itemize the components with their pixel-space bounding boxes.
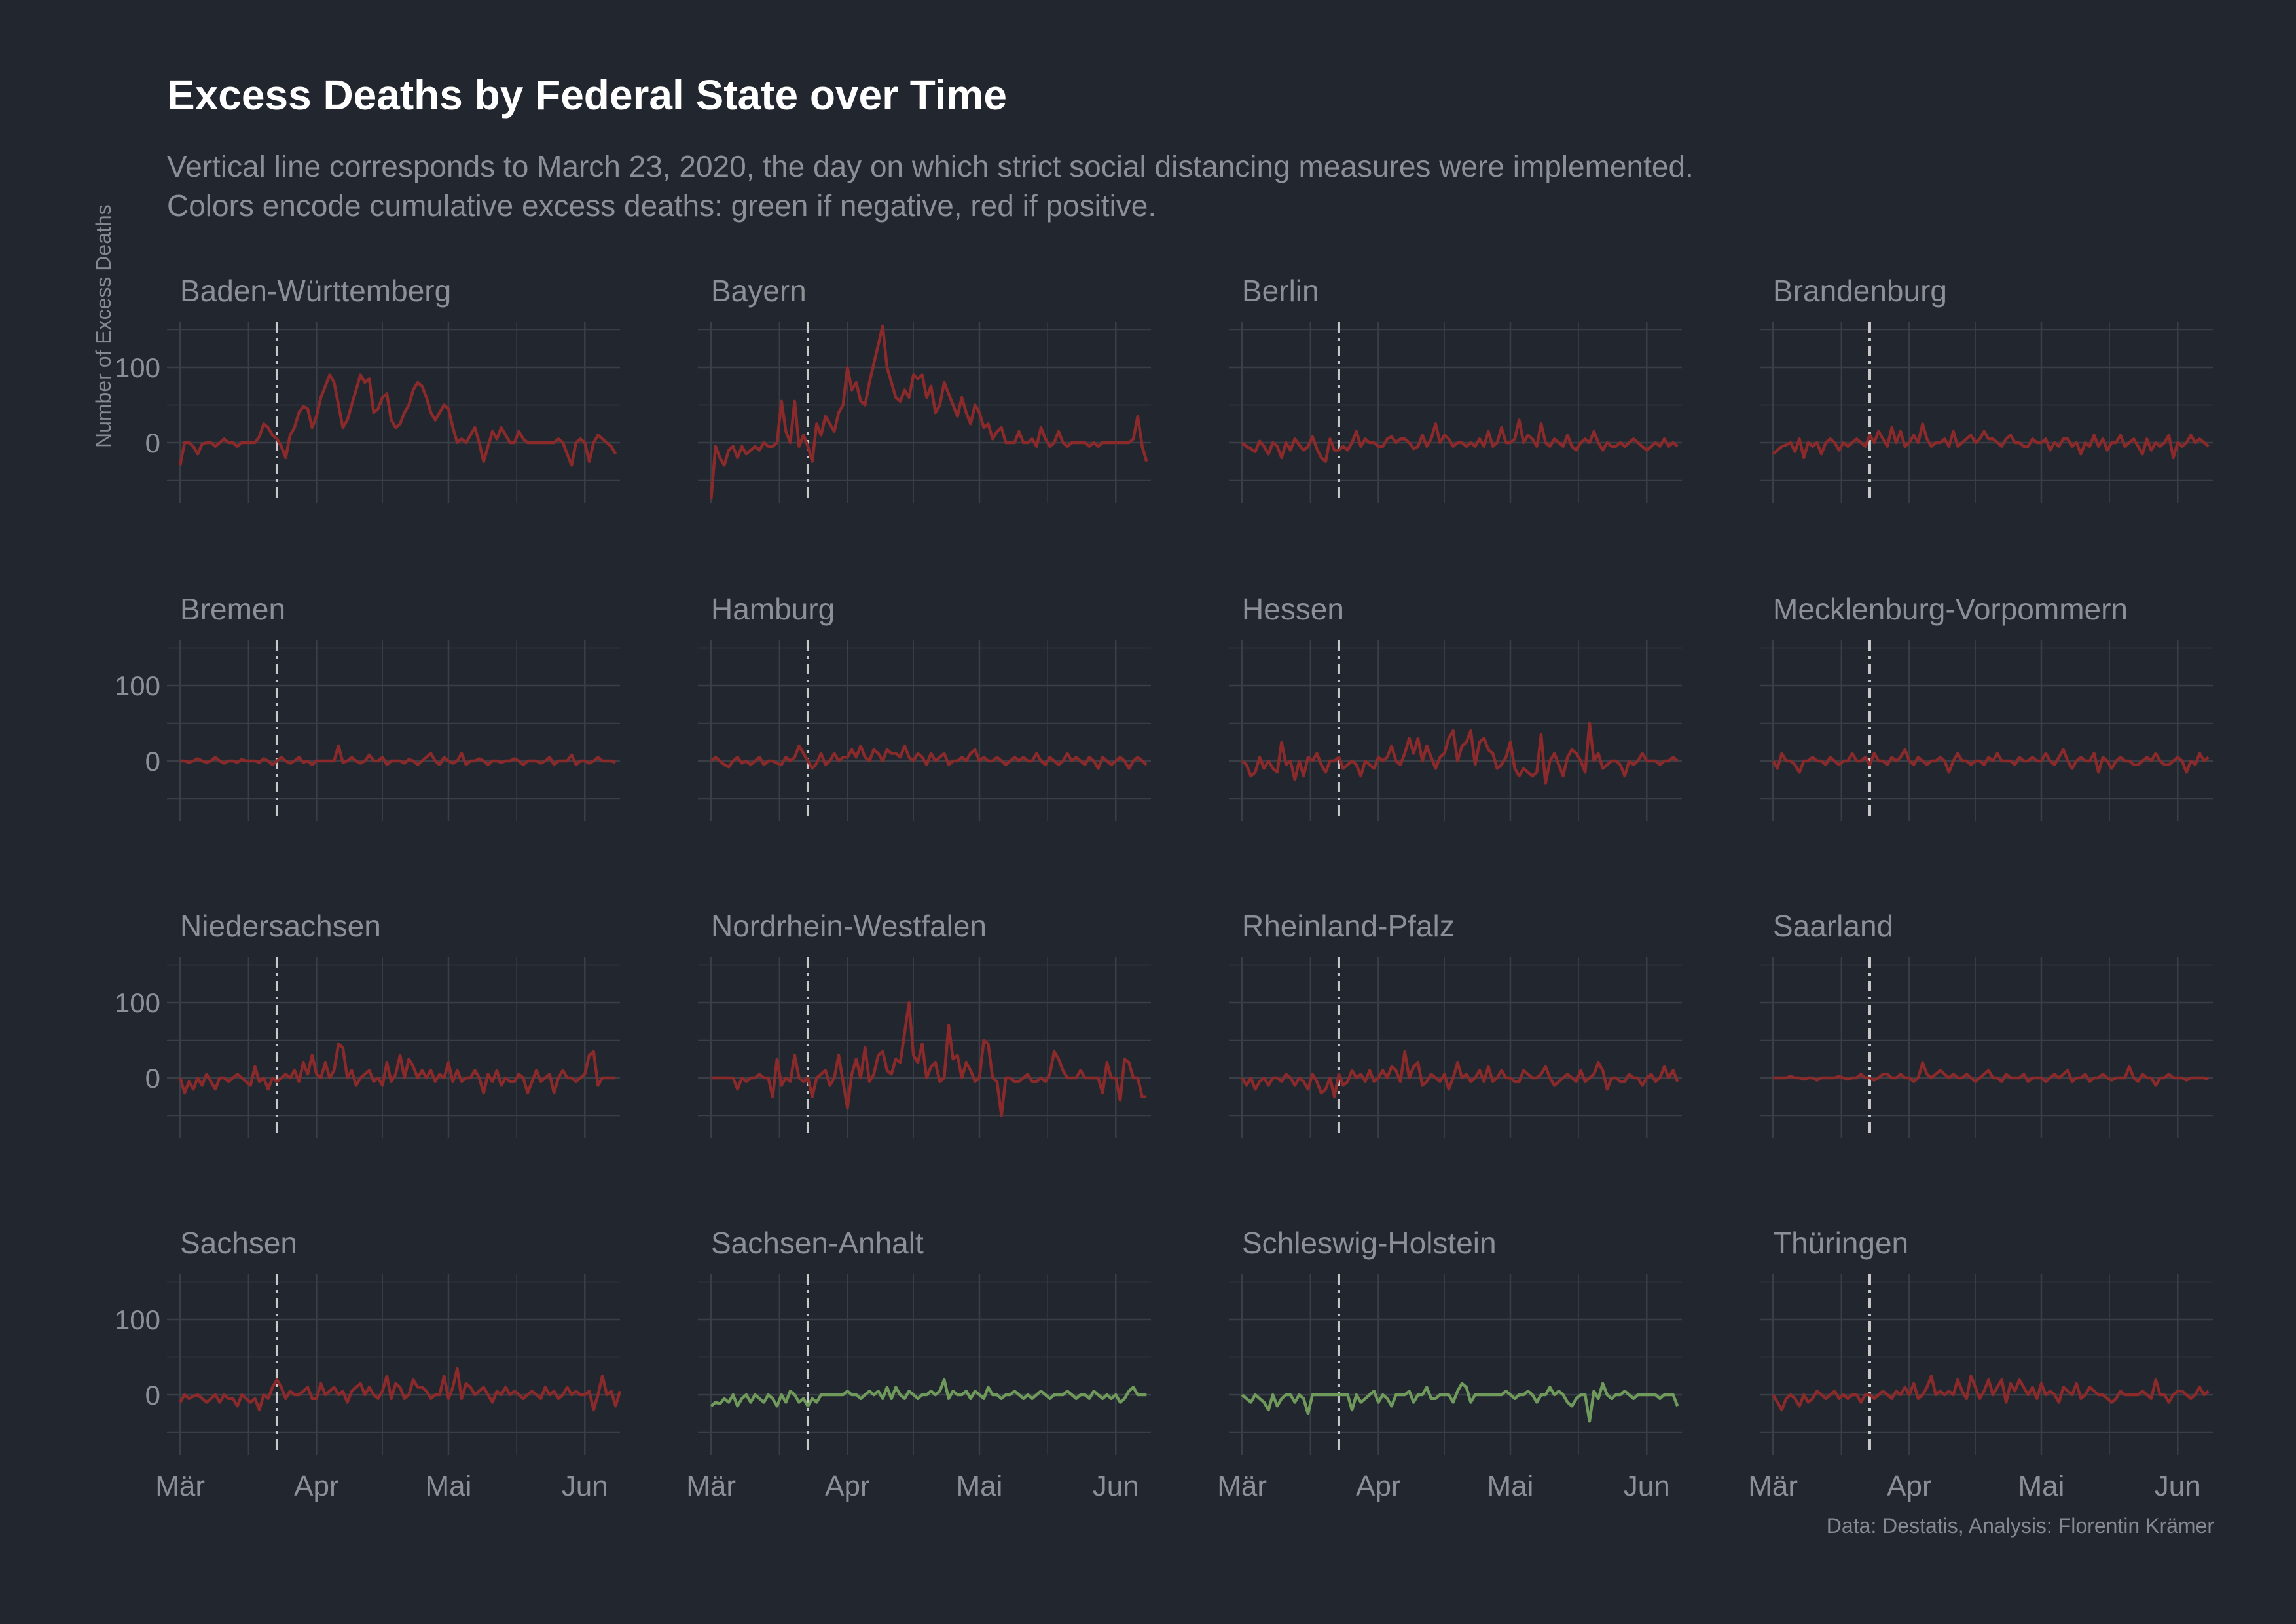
- facet-panel: Saarland: [1760, 909, 2213, 1138]
- facet-title: Sachsen-Anhalt: [711, 1226, 924, 1260]
- facet-title: Brandenburg: [1773, 274, 1947, 308]
- facet-title: Thüringen: [1773, 1226, 1908, 1260]
- x-tick-label: Jun: [562, 1470, 608, 1502]
- series-line: [710, 1378, 1147, 1408]
- x-tick-label: Mai: [2018, 1470, 2065, 1502]
- x-tick-label: Apr: [1887, 1470, 1931, 1502]
- x-tick-label: Mär: [1217, 1470, 1267, 1502]
- facet-panel: Bayern: [698, 274, 1151, 503]
- series-line: [710, 744, 1148, 770]
- facet-panel: Rheinland-Pfalz: [1229, 909, 1682, 1138]
- series-line: [1773, 1061, 2210, 1087]
- x-tick-label: Mär: [686, 1470, 736, 1502]
- x-tick-label: Apr: [1356, 1470, 1400, 1502]
- y-tick-label: 0: [145, 746, 160, 777]
- subtitle-line-2: Colors encode cumulative excess deaths: …: [167, 189, 1157, 223]
- x-tick-label: Mai: [426, 1470, 472, 1502]
- facet-title: Schleswig-Holstein: [1242, 1226, 1497, 1260]
- facet-panel: Sachsen-Anhalt Mär Apr Mai Jun: [686, 1226, 1151, 1502]
- facet-title: Bayern: [711, 274, 807, 308]
- y-tick-label: 100: [115, 1304, 160, 1335]
- facet-panel: Baden-Württemberg 0 100: [115, 274, 620, 503]
- facet-title: Nordrhein-Westfalen: [711, 909, 987, 943]
- facet-panel: Bremen 0 100: [115, 592, 620, 821]
- series-line: [1241, 418, 1679, 464]
- facet-panel: Thüringen Mär Apr Mai Jun: [1748, 1226, 2213, 1502]
- series-line: [1241, 722, 1679, 785]
- x-tick-label: Jun: [1093, 1470, 1139, 1502]
- y-tick-label: 0: [145, 1380, 160, 1411]
- y-tick-label: 100: [115, 352, 160, 383]
- series-line: [1772, 1375, 2210, 1412]
- chart-caption: Data: Destatis, Analysis: Florentin Kräm…: [1826, 1514, 2214, 1538]
- x-tick-label: Mai: [957, 1470, 1003, 1502]
- facet-title: Sachsen: [180, 1226, 297, 1260]
- facet-title: Rheinland-Pfalz: [1242, 909, 1455, 943]
- chart-title: Excess Deaths by Federal State over Time: [167, 71, 1007, 119]
- facet-title: Baden-Württemberg: [180, 274, 451, 308]
- x-tick-label: Jun: [1624, 1470, 1670, 1502]
- facet-panel: Berlin: [1229, 274, 1682, 503]
- y-tick-label: 0: [145, 1063, 160, 1094]
- series-line: [1772, 748, 2210, 774]
- x-tick-label: Jun: [2155, 1470, 2201, 1502]
- series-line: [178, 373, 617, 467]
- facet-title: Berlin: [1242, 274, 1319, 308]
- y-tick-label: 100: [115, 671, 160, 701]
- series-line: [1241, 1050, 1679, 1099]
- series-line: [180, 744, 617, 767]
- facet-title: Hessen: [1242, 592, 1344, 626]
- facet-title: Hamburg: [711, 592, 835, 626]
- series-line: [179, 1043, 616, 1095]
- x-tick-label: Apr: [294, 1470, 338, 1502]
- facet-title: Saarland: [1773, 909, 1893, 943]
- facet-panel: Sachsen 0 100 Mär Apr Mai Jun: [115, 1226, 622, 1502]
- facet-panel: Nordrhein-Westfalen: [698, 909, 1151, 1138]
- subtitle-line-1: Vertical line corresponds to March 23, 2…: [167, 149, 1694, 183]
- x-tick-label: Mär: [155, 1470, 205, 1502]
- facet-title: Niedersachsen: [180, 909, 381, 943]
- x-tick-label: Apr: [825, 1470, 869, 1502]
- series-line: [711, 1001, 1147, 1117]
- chart-subtitle: Vertical line corresponds to March 23, 2…: [167, 147, 1694, 225]
- facet-panel: Mecklenburg-Vorpommern: [1760, 592, 2213, 821]
- facet-panel: Niedersachsen 0 100: [115, 909, 620, 1138]
- series-line: [1772, 422, 2210, 460]
- series-line: [709, 324, 1148, 500]
- x-tick-label: Mai: [1487, 1470, 1534, 1502]
- series-line: [1241, 1382, 1679, 1423]
- series-line: [179, 1367, 622, 1412]
- x-tick-label: Mär: [1748, 1470, 1798, 1502]
- facet-panel: Hessen: [1229, 592, 1682, 821]
- y-tick-label: 0: [145, 428, 160, 458]
- facet-title: Bremen: [180, 592, 285, 626]
- facet-panel: Hamburg: [698, 592, 1151, 821]
- y-tick-label: 100: [115, 987, 160, 1018]
- facet-title: Mecklenburg-Vorpommern: [1773, 592, 2128, 626]
- facet-panel: Schleswig-Holstein Mär Apr Mai Jun: [1217, 1226, 1682, 1502]
- facet-panel: Brandenburg: [1760, 274, 2213, 503]
